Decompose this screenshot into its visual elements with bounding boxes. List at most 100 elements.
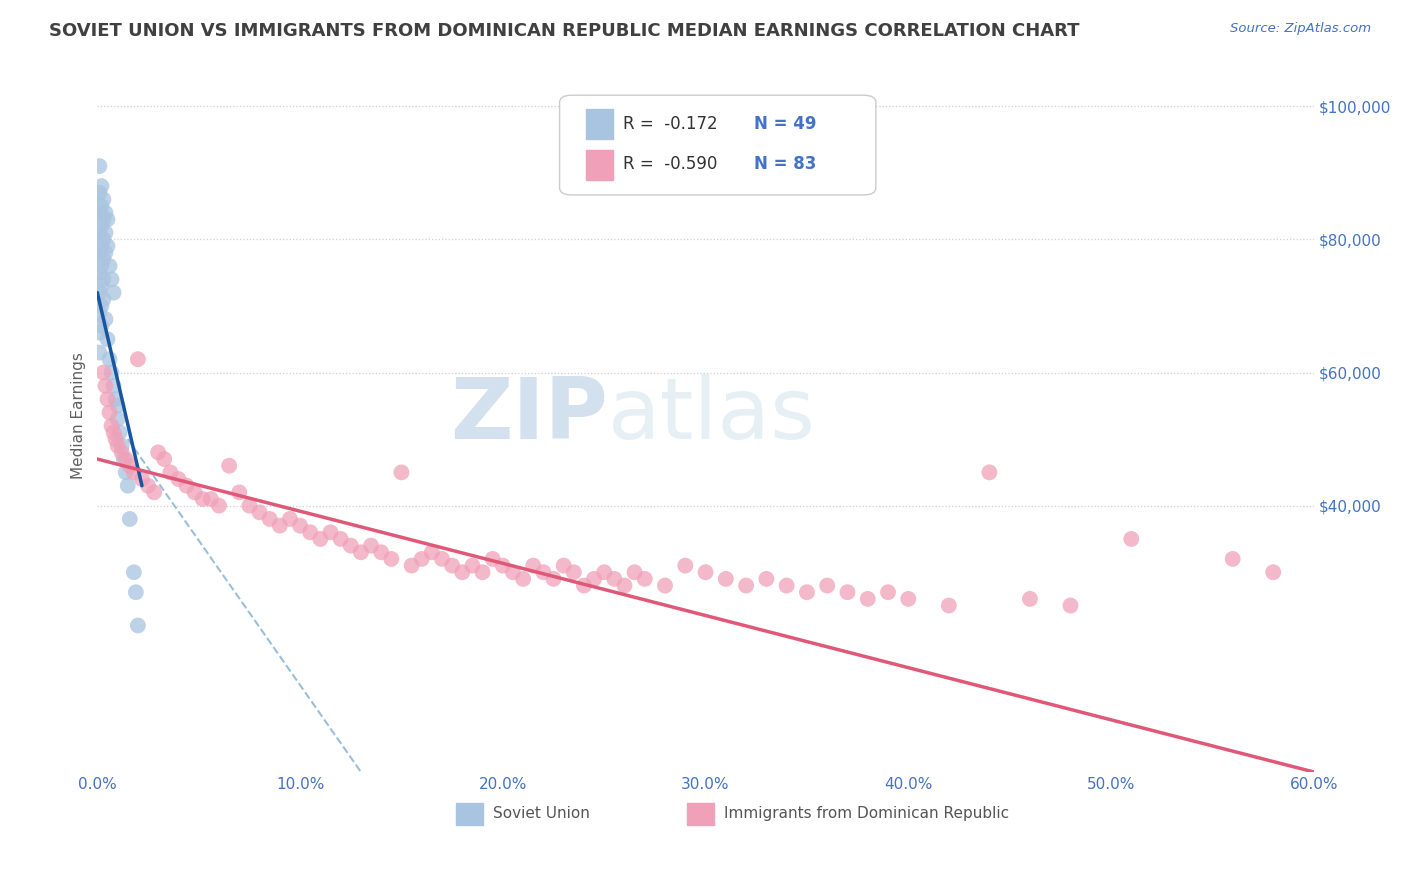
Point [89, 305, 111, 319]
Point [89, 186, 111, 200]
Point [411, 552, 433, 566]
Bar [586, 150, 613, 179]
Point [96, 212, 118, 227]
Point [104, 432, 127, 446]
Point [89, 285, 111, 300]
Point [350, 545, 373, 559]
Point [94, 226, 117, 240]
Point [654, 578, 676, 592]
Point [98, 259, 121, 273]
Y-axis label: Median Earnings: Median Earnings [72, 352, 86, 479]
Point [1263, 566, 1285, 580]
Point [319, 525, 342, 540]
Point [288, 518, 311, 533]
Text: N = 83: N = 83 [754, 155, 817, 173]
Point [103, 379, 125, 393]
Point [127, 352, 149, 367]
Point [543, 572, 565, 586]
Point [131, 472, 153, 486]
Point [593, 566, 616, 580]
Point [100, 366, 122, 380]
Point [111, 439, 134, 453]
Point [183, 485, 205, 500]
Point [420, 545, 443, 559]
Point [218, 458, 240, 473]
Point [111, 445, 134, 459]
Bar [688, 803, 714, 825]
Point [107, 399, 129, 413]
Point [441, 558, 464, 573]
Point [269, 518, 291, 533]
Point [136, 478, 159, 492]
Point [146, 445, 169, 459]
Point [1222, 552, 1244, 566]
Point [391, 466, 413, 480]
Text: Source: ZipAtlas.com: Source: ZipAtlas.com [1230, 22, 1371, 36]
Point [603, 572, 626, 586]
Point [897, 591, 920, 606]
Text: R =  -0.590: R = -0.590 [623, 155, 717, 173]
Point [122, 566, 145, 580]
Point [471, 566, 494, 580]
Point [112, 452, 135, 467]
Point [259, 512, 281, 526]
Point [208, 499, 231, 513]
Point [90, 279, 112, 293]
Point [153, 452, 176, 467]
Point [613, 578, 636, 592]
Point [673, 558, 696, 573]
Point [176, 478, 198, 492]
Point [89, 159, 111, 173]
Point [228, 485, 250, 500]
Point [1121, 532, 1143, 546]
Point [481, 552, 503, 566]
Point [94, 312, 117, 326]
Point [107, 412, 129, 426]
Point [96, 332, 118, 346]
Point [430, 552, 453, 566]
Text: Soviet Union: Soviet Union [492, 805, 589, 821]
Point [107, 439, 129, 453]
Point [90, 318, 112, 333]
Point [380, 552, 402, 566]
Point [531, 566, 554, 580]
Point [104, 392, 127, 406]
Point [796, 585, 818, 599]
Point [93, 212, 115, 227]
Point [401, 558, 423, 573]
Point [114, 466, 136, 480]
Point [856, 591, 879, 606]
Point [100, 418, 122, 433]
Point [98, 405, 121, 419]
Point [278, 512, 301, 526]
Point [159, 466, 181, 480]
Point [96, 239, 118, 253]
Point [98, 352, 121, 367]
Point [714, 572, 737, 586]
Point [90, 179, 112, 194]
Point [167, 472, 190, 486]
Point [1019, 591, 1042, 606]
Point [93, 293, 115, 307]
Point [735, 578, 758, 592]
Point [89, 326, 111, 340]
Point [89, 345, 111, 359]
Point [695, 566, 717, 580]
Point [191, 491, 214, 506]
Point [238, 499, 260, 513]
Point [93, 193, 115, 207]
Point [90, 259, 112, 273]
Point [249, 505, 271, 519]
Point [522, 558, 544, 573]
Point [562, 566, 585, 580]
Text: Immigrants from Dominican Republic: Immigrants from Dominican Republic [724, 805, 1010, 821]
Point [103, 425, 125, 440]
Point [309, 532, 332, 546]
Point [938, 599, 960, 613]
Point [90, 199, 112, 213]
Point [90, 299, 112, 313]
Point [89, 226, 111, 240]
Point [125, 585, 148, 599]
Point [108, 425, 131, 440]
Point [755, 572, 778, 586]
